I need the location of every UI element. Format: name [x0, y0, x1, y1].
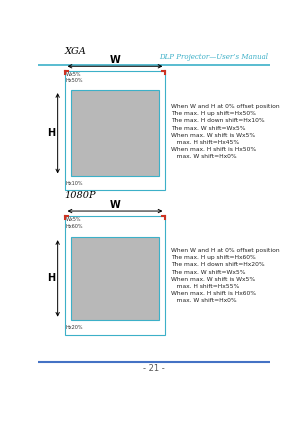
Text: - 21 -: - 21 -: [143, 364, 165, 374]
Text: W: W: [110, 55, 120, 65]
Text: Hx50%: Hx50%: [65, 78, 83, 83]
Text: 1080P: 1080P: [64, 191, 96, 200]
Bar: [71, 237, 159, 320]
Text: H: H: [47, 128, 55, 138]
Text: Hx60%: Hx60%: [65, 224, 83, 229]
Text: When W and H at 0% offset position
The max. H up shift=Hx50%
The max. H down shi: When W and H at 0% offset position The m…: [171, 104, 279, 159]
Bar: [71, 90, 159, 176]
Text: DLP Projector—User’s Manual: DLP Projector—User’s Manual: [160, 53, 268, 61]
Text: Wx5%: Wx5%: [65, 217, 81, 222]
Text: Hx20%: Hx20%: [65, 325, 83, 330]
Bar: [64, 71, 165, 190]
Text: W: W: [110, 200, 120, 209]
Text: Hx10%: Hx10%: [65, 181, 83, 186]
Text: H: H: [47, 273, 55, 283]
Text: XGA: XGA: [64, 47, 86, 56]
Text: When W and H at 0% offset position
The max. H up shift=Hx60%
The max. H down shi: When W and H at 0% offset position The m…: [171, 248, 279, 304]
Text: Wx5%: Wx5%: [65, 72, 81, 77]
Bar: [64, 216, 165, 335]
